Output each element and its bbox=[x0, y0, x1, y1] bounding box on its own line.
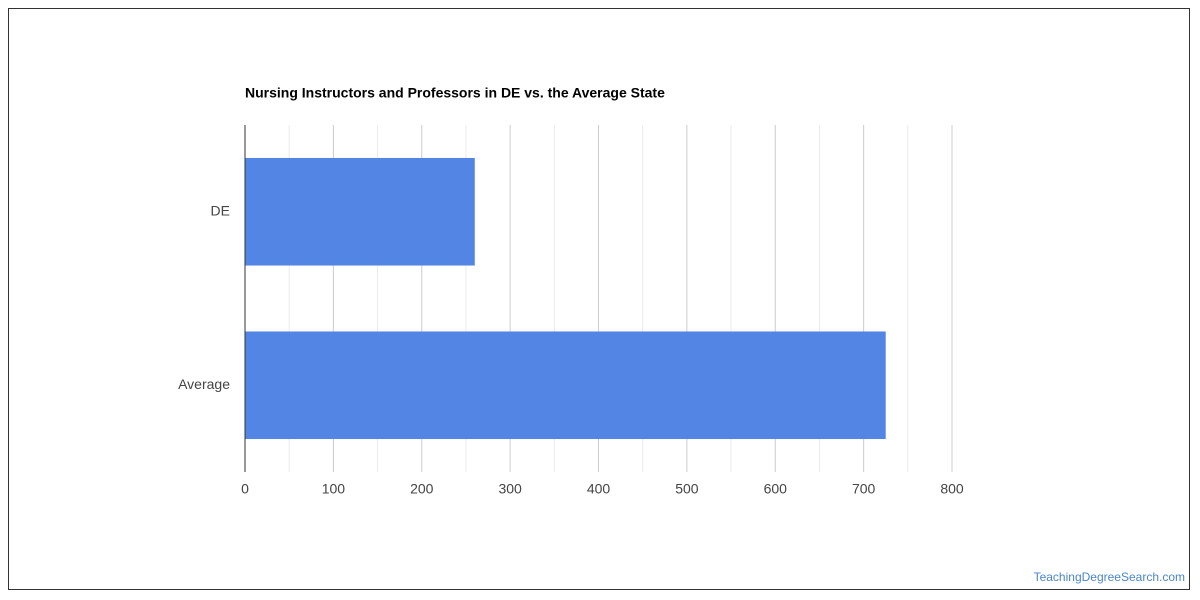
x-tick-label: 500 bbox=[675, 481, 699, 497]
x-tick-label: 200 bbox=[410, 481, 434, 497]
x-tick-label: 800 bbox=[940, 481, 964, 497]
x-tick-label: 300 bbox=[498, 481, 522, 497]
source-link[interactable]: TeachingDegreeSearch.com bbox=[1034, 570, 1185, 584]
x-tick-label: 400 bbox=[587, 481, 611, 497]
y-tick-label: DE bbox=[211, 202, 230, 218]
x-tick-label: 0 bbox=[241, 481, 249, 497]
y-tick-label: Average bbox=[178, 376, 230, 392]
chart-title: Nursing Instructors and Professors in DE… bbox=[245, 85, 665, 101]
bar bbox=[245, 331, 886, 440]
bar bbox=[245, 157, 475, 266]
x-tick-label: 600 bbox=[764, 481, 788, 497]
x-tick-label: 700 bbox=[852, 481, 876, 497]
x-tick-label: 100 bbox=[322, 481, 346, 497]
